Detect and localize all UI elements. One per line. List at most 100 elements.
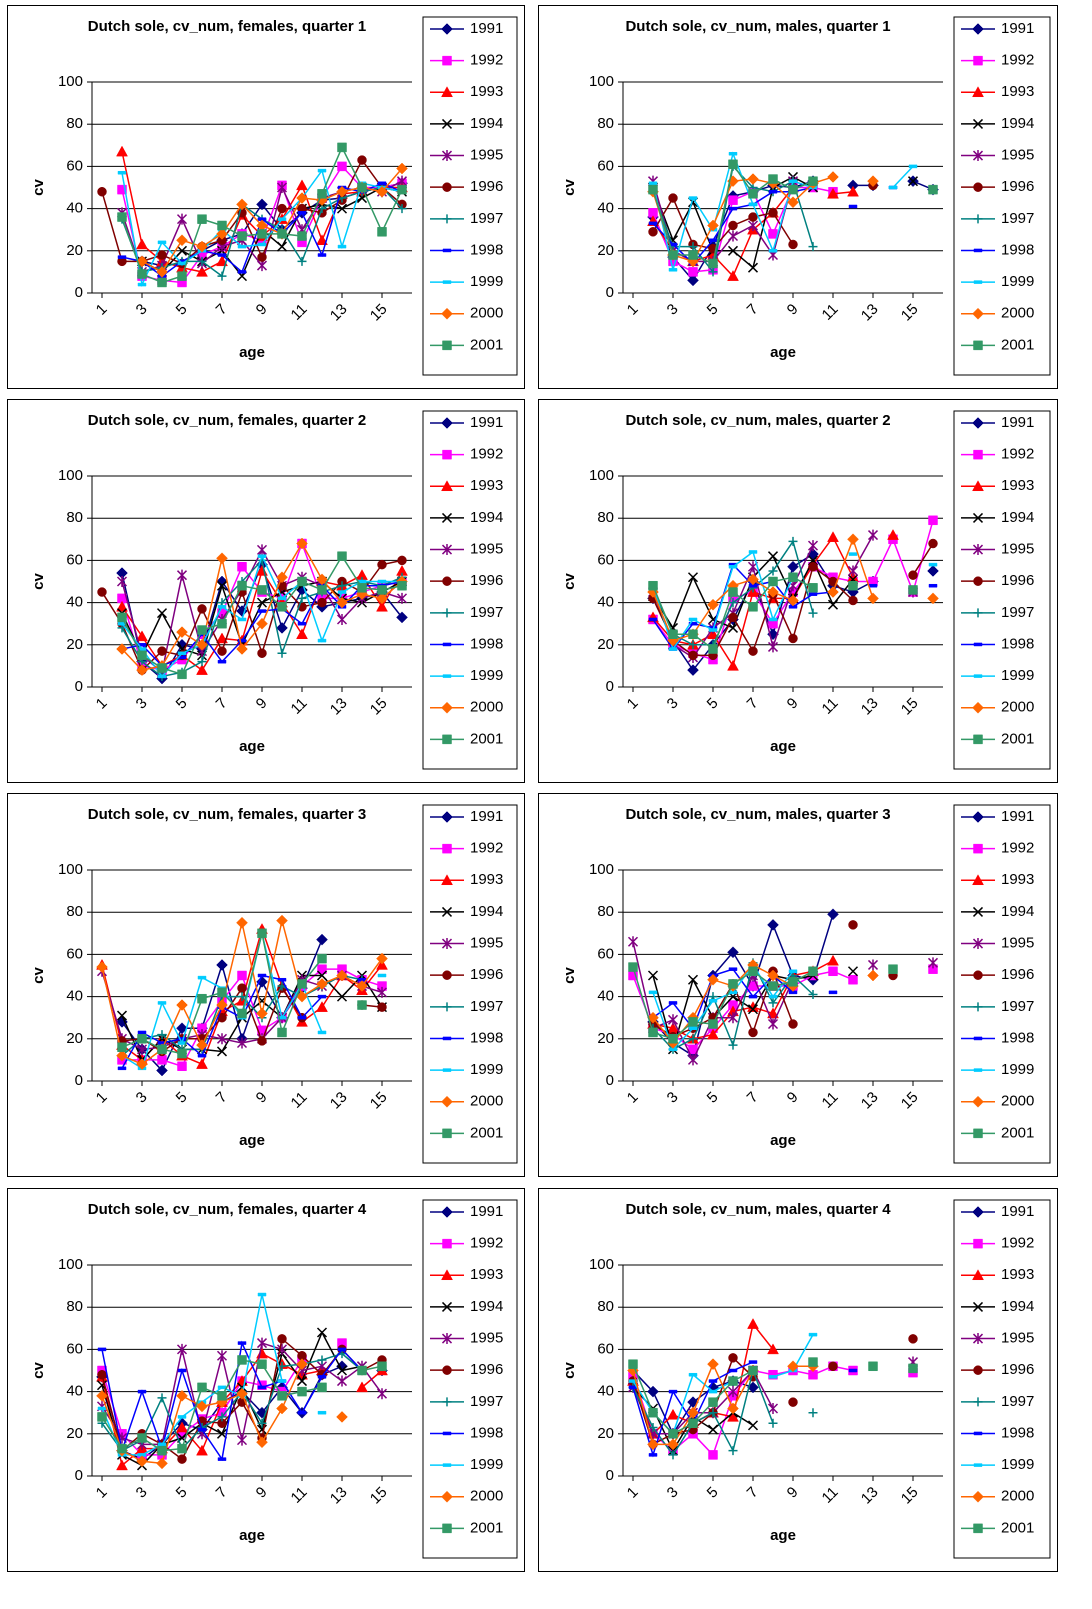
data-point [788,179,798,183]
y-tick-label: 60 [597,551,614,568]
data-point [277,1015,287,1020]
data-point [277,1027,287,1038]
data-point [707,1424,719,1435]
data-point [357,1365,367,1376]
data-point [377,1361,387,1372]
data-point [748,212,758,222]
data-point [768,981,778,991]
legend-marker [973,55,983,66]
legend-marker [973,843,983,854]
data-point [137,647,147,651]
x-tick-label: 15 [367,695,391,719]
data-point [908,570,918,580]
legend-marker [973,608,983,618]
data-point [217,1457,227,1461]
data-point [216,1033,228,1045]
y-tick-label: 0 [606,1072,614,1089]
legend-marker [972,480,984,492]
legend-label: 1995 [470,1330,503,1347]
data-point [296,628,308,639]
legend-label: 2000 [1001,699,1034,716]
data-point [907,176,919,187]
y-tick-label: 100 [589,467,614,484]
y-tick-label: 40 [597,200,614,217]
data-point [177,1415,187,1419]
data-point [768,617,778,622]
data-point [157,1445,167,1456]
data-point [337,964,347,974]
data-point [277,1379,287,1383]
data-point [397,184,407,195]
chart-panel: Dutch sole, cv_num, males, quarter 3 cv ag… [538,793,1058,1177]
data-point [767,641,779,653]
data-point [376,185,388,198]
x-tick-label: 1 [93,1484,111,1502]
data-point [277,203,287,214]
data-point [237,992,247,1002]
data-point [867,969,879,982]
x-tick-label: 3 [133,1484,151,1502]
data-point [237,1008,247,1019]
data-point [97,587,107,597]
data-point [116,1049,128,1062]
data-point [216,255,228,267]
legend-label: 1993 [470,83,503,100]
legend-label: 1996 [470,1361,503,1378]
legend-label: 2001 [470,1519,503,1536]
data-point [397,555,407,566]
legend-marker [972,118,984,129]
data-point [928,515,938,526]
data-point [116,1459,128,1471]
x-tick-label: 7 [744,695,762,713]
data-point [336,203,348,214]
data-point [197,1427,207,1432]
data-point [828,966,838,977]
legend-marker [442,1397,452,1407]
legend-label: 1997 [1001,998,1034,1015]
chart-panel: Dutch sole, cv_num, females, quarter 1 cv… [7,5,525,389]
data-point [257,585,267,595]
legend-marker [442,1128,452,1139]
legend-marker [972,544,984,556]
data-point [788,977,798,987]
legend-marker [441,86,453,98]
data-point [687,664,699,676]
y-tick-label: 60 [66,551,83,568]
data-point [648,1027,658,1038]
data-point [217,220,227,231]
legend-label: 1993 [470,871,503,888]
legend-label: 1991 [470,1203,503,1220]
data-point [377,973,387,978]
data-point [197,1382,207,1393]
x-tick-label: 3 [664,301,682,319]
data-point [727,1402,739,1415]
y-tick-label: 20 [597,636,614,653]
y-tick-label: 40 [66,1383,83,1400]
x-tick-label: 13 [858,1089,882,1113]
legend-marker [442,1068,452,1072]
legend-label: 1991 [1001,20,1034,37]
data-point [257,609,267,613]
legend-marker [441,938,453,950]
data-point [647,970,659,981]
data-point [748,1360,758,1364]
data-point [827,908,839,921]
data-point [196,1058,208,1069]
chart-title: Dutch sole, cv_num, females, quarter 4 [88,1201,367,1218]
x-tick-label: 7 [744,1089,762,1107]
y-tick-label: 0 [75,284,83,301]
y-tick-label: 20 [597,242,614,259]
data-point [768,229,778,239]
panel-border [7,793,525,1177]
legend-label: 1997 [470,1393,503,1410]
data-point [157,240,167,245]
data-point [216,1428,228,1439]
legend-label: 1995 [1001,1330,1034,1347]
data-point [137,650,147,661]
legend-marker [973,1036,983,1041]
data-point [257,648,267,658]
data-point [688,1418,698,1428]
data-point [827,187,839,199]
data-point [727,659,739,671]
data-point [708,1379,718,1383]
